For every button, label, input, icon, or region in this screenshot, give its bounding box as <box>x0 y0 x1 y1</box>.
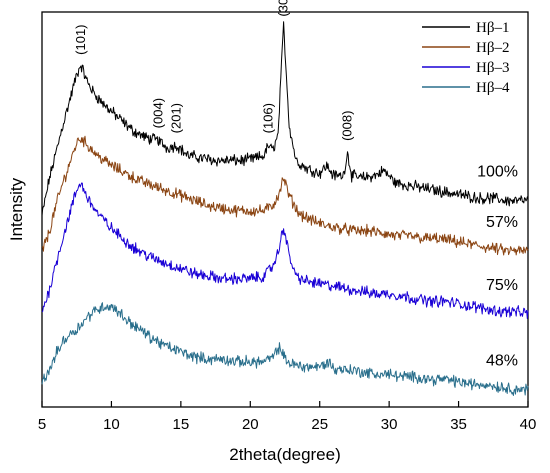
series-line-4 <box>41 302 529 396</box>
peak-label-1: (101) <box>73 24 88 54</box>
x-axis-title: 2theta(degree) <box>229 445 341 464</box>
legend-label-4: Hβ–4 <box>476 80 510 96</box>
x-tick-label-35: 35 <box>450 416 467 433</box>
peak-label-5: (302) <box>276 0 291 17</box>
peak-label-3: (201) <box>169 103 184 133</box>
series-1-percent-label: 100% <box>477 164 518 181</box>
series-line-1 <box>41 21 529 216</box>
series-line-3 <box>41 182 529 319</box>
legend-label-3: Hβ–3 <box>476 60 509 76</box>
x-tick-label-10: 10 <box>103 416 120 433</box>
plot-frame <box>41 11 529 408</box>
axes-layer: 5 10 15 20 25 30 35 40 2theta(degree) Intensity <box>7 177 536 464</box>
x-tick-label-20: 20 <box>242 416 259 433</box>
series-layer <box>41 21 529 396</box>
x-tick-label-30: 30 <box>381 416 398 433</box>
x-tick-label-25: 25 <box>311 416 328 433</box>
plot-area <box>41 11 529 408</box>
series-2-percent-label: 57% <box>486 214 518 231</box>
peak-label-4: (106) <box>260 103 275 133</box>
peak-label-6: (008) <box>339 111 354 141</box>
x-tick-label-40: 40 <box>520 416 537 433</box>
series-4-percent-label: 48% <box>486 352 518 369</box>
y-axis-title: Intensity <box>7 177 26 241</box>
x-tick-label-15: 15 <box>173 416 190 433</box>
x-tick-label-5: 5 <box>38 416 46 433</box>
peak-label-2: (004) <box>151 98 166 128</box>
series-3-percent-label: 75% <box>486 277 518 294</box>
legend-label-1: Hβ–1 <box>476 20 509 36</box>
legend-label-2: Hβ–2 <box>476 40 509 56</box>
series-line-2 <box>41 135 529 256</box>
legend: Hβ–1 Hβ–2 Hβ–3 Hβ–4 <box>422 20 510 96</box>
labels-layer: 100% 57% 75% 48% (101) (004) (201) (106) (302) (0… <box>73 0 518 369</box>
